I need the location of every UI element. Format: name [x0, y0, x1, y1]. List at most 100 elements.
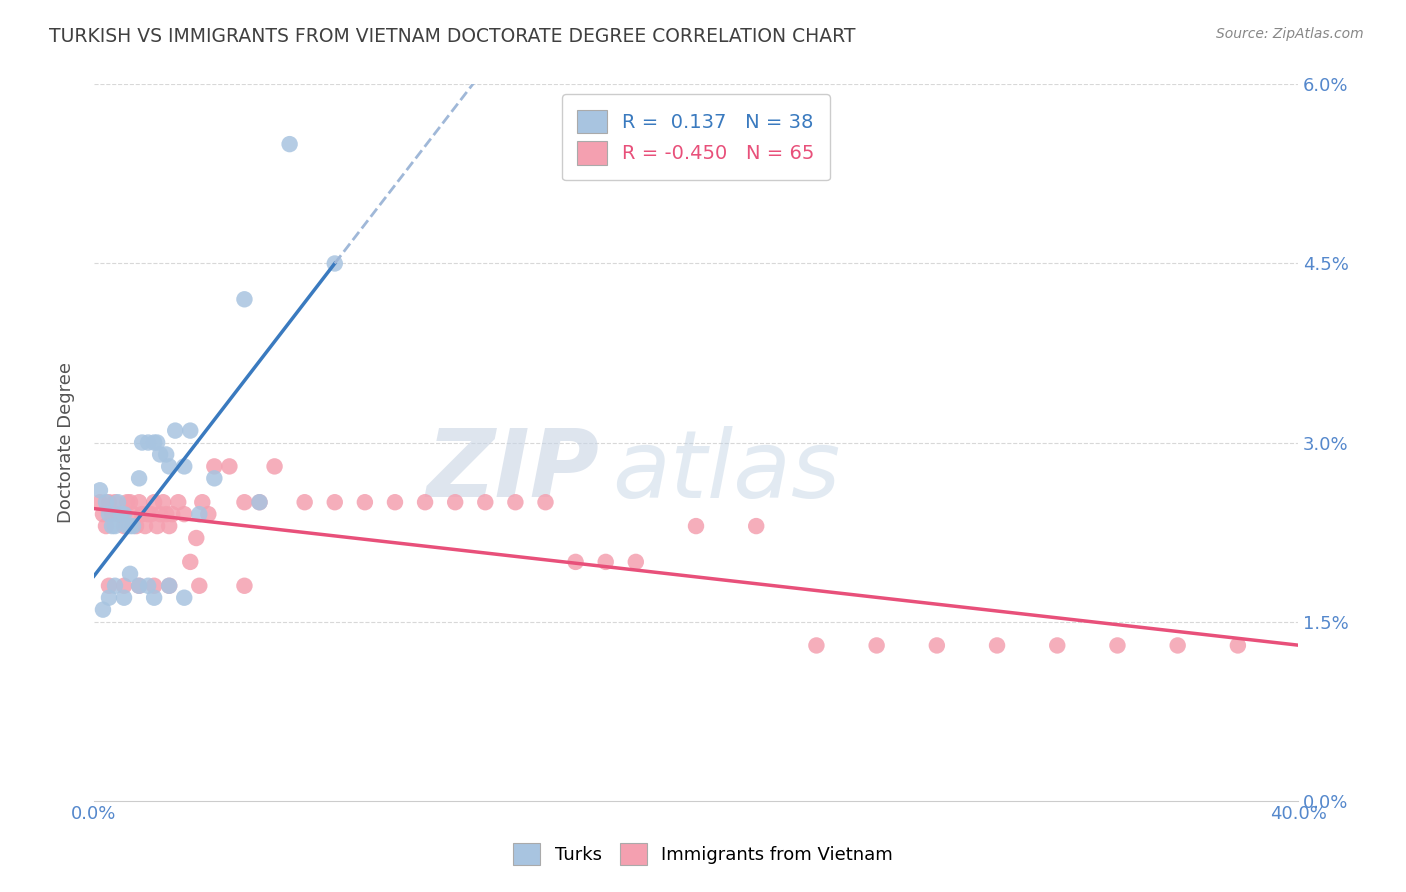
Point [110, 507, 132, 521]
Point [91, 507, 114, 521]
Point [128, 579, 150, 593]
Text: atlas: atlas [612, 425, 839, 516]
Point [91, 602, 114, 616]
Point [128, 495, 150, 509]
Point [197, 507, 219, 521]
Point [160, 507, 183, 521]
Point [98, 495, 121, 509]
Point [173, 591, 195, 605]
Point [89, 483, 111, 498]
Point [118, 495, 141, 509]
Point [104, 519, 127, 533]
Point [110, 507, 132, 521]
Point [143, 579, 166, 593]
Point [191, 495, 214, 509]
Point [474, 495, 496, 509]
Point [294, 495, 316, 509]
Point [249, 495, 271, 509]
Point [745, 519, 768, 533]
Point [233, 293, 256, 307]
Text: ZIP: ZIP [427, 425, 600, 517]
Point [444, 495, 467, 509]
Point [278, 137, 301, 152]
Point [354, 495, 377, 509]
Point [134, 519, 156, 533]
Point [112, 507, 135, 521]
Point [128, 579, 150, 593]
Point [149, 507, 172, 521]
Point [146, 435, 169, 450]
Point [143, 495, 166, 509]
Point [101, 519, 124, 533]
Point [89, 495, 111, 509]
Point [179, 555, 201, 569]
Point [136, 579, 159, 593]
Point [564, 555, 586, 569]
Point [112, 579, 135, 593]
Point [122, 519, 145, 533]
Point [146, 519, 169, 533]
Point [685, 519, 707, 533]
Point [139, 507, 162, 521]
Point [157, 519, 180, 533]
Point [1046, 639, 1069, 653]
Point [157, 459, 180, 474]
Point [94, 495, 117, 509]
Legend: Turks, Immigrants from Vietnam: Turks, Immigrants from Vietnam [503, 834, 903, 874]
Text: TURKISH VS IMMIGRANTS FROM VIETNAM DOCTORATE DEGREE CORRELATION CHART: TURKISH VS IMMIGRANTS FROM VIETNAM DOCTO… [49, 27, 856, 45]
Point [131, 435, 153, 450]
Point [624, 555, 647, 569]
Point [233, 579, 256, 593]
Legend: R =  0.137   N = 38, R = -0.450   N = 65: R = 0.137 N = 38, R = -0.450 N = 65 [562, 95, 830, 180]
Point [173, 459, 195, 474]
Point [1226, 639, 1249, 653]
Point [118, 566, 141, 581]
Point [167, 495, 190, 509]
Point [143, 591, 166, 605]
Point [155, 507, 177, 521]
Point [131, 507, 153, 521]
Point [202, 471, 225, 485]
Point [107, 507, 129, 521]
Text: Source: ZipAtlas.com: Source: ZipAtlas.com [1216, 27, 1364, 41]
Point [165, 424, 187, 438]
Point [806, 639, 828, 653]
Point [323, 256, 346, 270]
Point [218, 459, 240, 474]
Point [157, 579, 180, 593]
Point [143, 435, 166, 450]
Point [413, 495, 436, 509]
Point [104, 579, 127, 593]
Point [107, 495, 129, 509]
Point [249, 495, 271, 509]
Point [94, 519, 117, 533]
Point [865, 639, 887, 653]
Point [98, 507, 121, 521]
Point [98, 579, 121, 593]
Point [202, 459, 225, 474]
Y-axis label: Doctorate Degree: Doctorate Degree [58, 362, 75, 523]
Point [112, 591, 135, 605]
Point [173, 507, 195, 521]
Point [152, 495, 174, 509]
Point [263, 459, 285, 474]
Point [112, 519, 135, 533]
Point [1107, 639, 1129, 653]
Point [104, 495, 127, 509]
Point [986, 639, 1008, 653]
Point [101, 507, 124, 521]
Point [505, 495, 527, 509]
Point [155, 447, 177, 461]
Point [115, 519, 138, 533]
Point [179, 424, 201, 438]
Point [384, 495, 406, 509]
Point [157, 579, 180, 593]
Point [118, 519, 141, 533]
Point [128, 471, 150, 485]
Point [188, 507, 211, 521]
Point [149, 447, 172, 461]
Point [186, 531, 208, 545]
Point [125, 519, 148, 533]
Point [136, 507, 159, 521]
Point [233, 495, 256, 509]
